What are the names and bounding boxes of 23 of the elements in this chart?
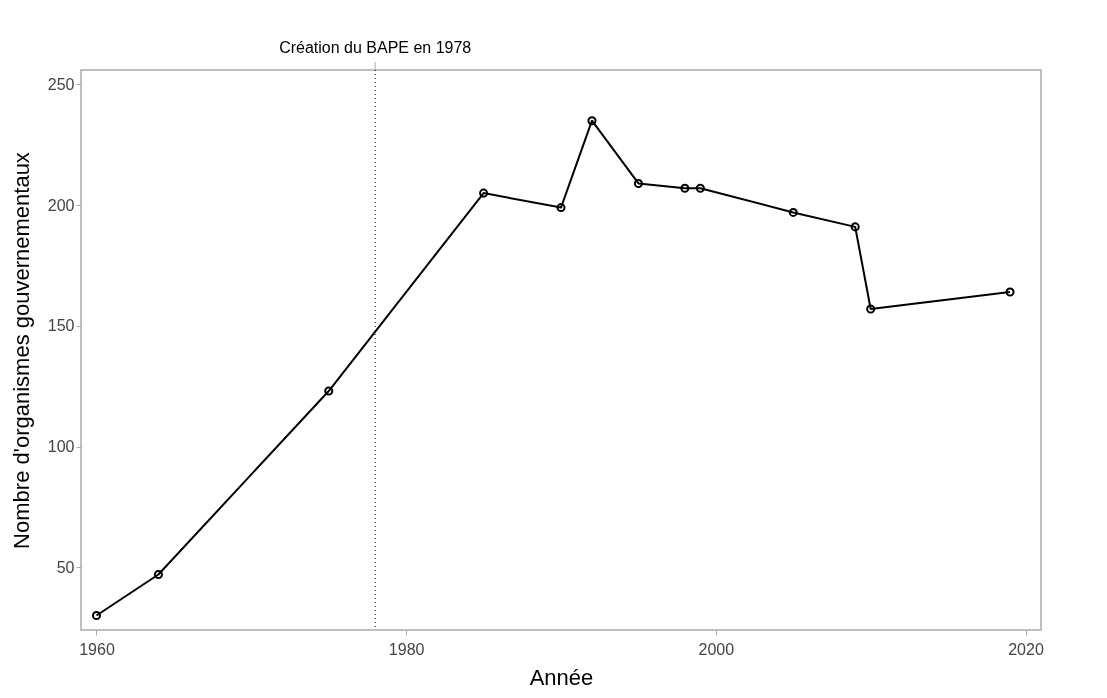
x-tick-label: 2000 [698,640,735,658]
point [866,304,876,314]
point [695,183,705,193]
x-axis-title: Année [529,664,594,690]
y-axis-title: Nombre d'organismes gouvernementaux [8,152,34,549]
y-tick-label: 100 [47,438,75,456]
point [788,207,798,217]
point [587,116,597,126]
point [556,203,566,213]
point [324,386,334,396]
y-tick-label: 250 [47,75,75,93]
x-tick-label: 2020 [1008,640,1044,658]
y-tick-label: 150 [47,317,75,335]
x-tick-label: 1980 [388,640,425,658]
point [633,178,643,188]
ref-line-label: Création du BAPE en 1978 [279,39,472,56]
point [153,569,163,580]
y-tick-label: 50 [56,558,75,576]
point [479,188,489,198]
point [680,183,690,193]
x-tick-label: 1960 [79,640,115,658]
point [850,222,860,232]
y-tick-label: 200 [47,196,75,214]
